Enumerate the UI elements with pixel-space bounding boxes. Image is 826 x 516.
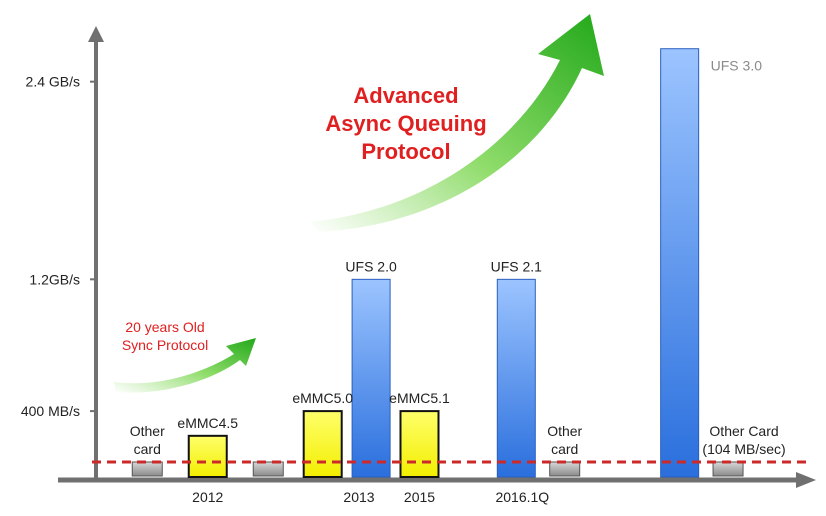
bar-label-8: UFS 3.0 <box>711 58 763 74</box>
bar-5 <box>399 410 440 479</box>
async-arrow <box>310 14 604 232</box>
bar-label-0: Other card <box>130 423 165 457</box>
async-annotation-line-3: Protocol <box>361 139 450 164</box>
bar-7 <box>549 461 581 477</box>
bar-3 <box>302 410 343 479</box>
bar-label-7: Other card <box>547 423 582 457</box>
x-label-0: 2012 <box>192 489 223 505</box>
bar-9 <box>712 461 744 477</box>
x-label-2: 2015 <box>404 489 435 505</box>
x-label-1: 2013 <box>343 489 374 505</box>
y-axis-arrowhead <box>88 26 104 42</box>
bar-0 <box>131 461 163 477</box>
x-axis-arrowhead <box>796 472 816 488</box>
bar-label-9: Other Card (104 MB/sec) <box>702 423 785 457</box>
async-annotation-line-2: Async Queuing <box>325 111 486 136</box>
async-annotation-line-1: Advanced <box>353 83 458 108</box>
bar-8 <box>660 48 700 478</box>
bar-label-6: UFS 2.1 <box>491 258 543 274</box>
sync-annotation-line-2: Sync Protocol <box>122 337 208 353</box>
bar-4 <box>351 278 391 478</box>
bar-label-1: eMMC4.5 <box>177 415 238 431</box>
y-tick-label-1: 1.2GB/s <box>29 271 80 287</box>
bar-1 <box>187 434 228 478</box>
bar-2 <box>252 461 284 477</box>
y-tick-label-2: 2.4 GB/s <box>26 74 80 90</box>
bar-label-5: eMMC5.1 <box>389 390 450 406</box>
bar-label-4: UFS 2.0 <box>345 258 397 274</box>
sync-arrow <box>114 338 256 393</box>
x-label-3: 2016.1Q <box>495 489 549 505</box>
bar-label-3: eMMC5.0 <box>292 390 353 406</box>
sync-annotation-line-1: 20 years Old <box>125 319 204 335</box>
y-tick-label-0: 400 MB/s <box>21 403 80 419</box>
bar-6 <box>496 278 536 478</box>
